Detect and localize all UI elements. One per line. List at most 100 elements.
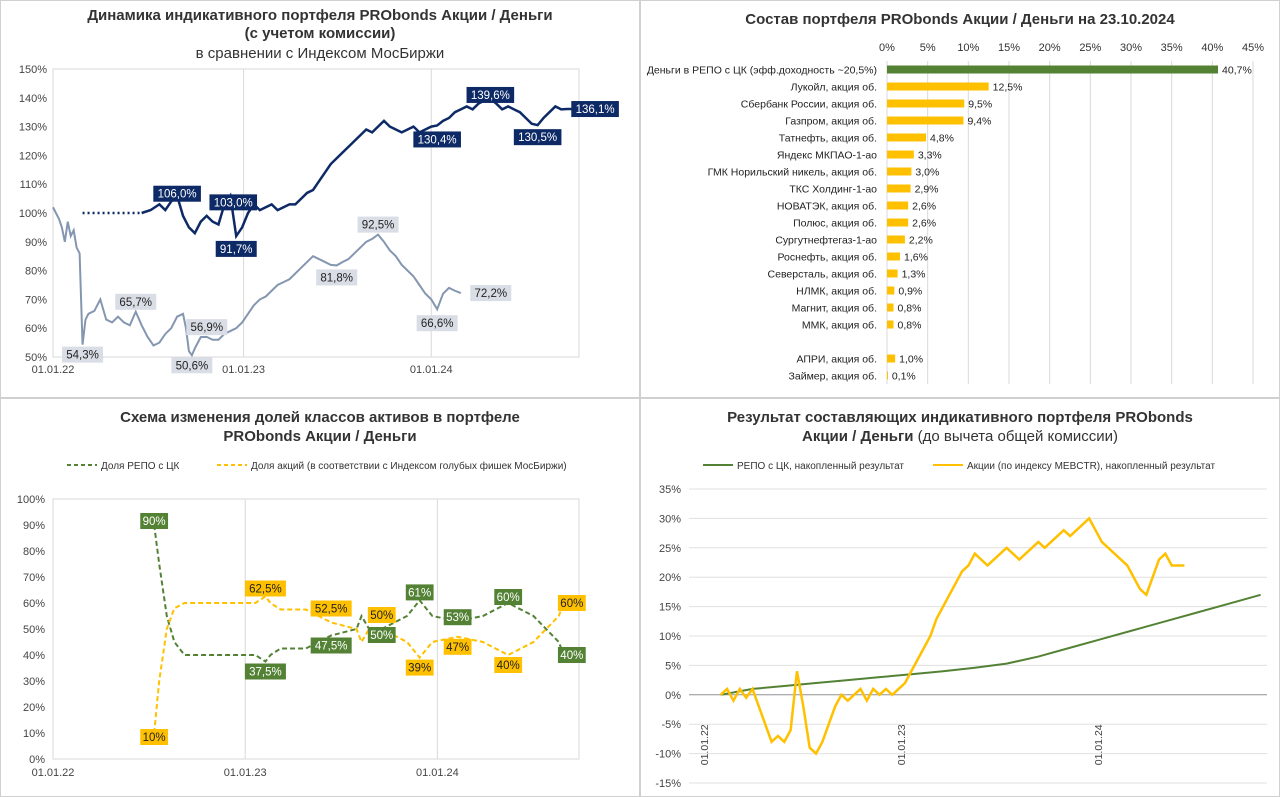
data-label-repo-box: [443, 609, 472, 626]
category-label: НОВАТЭК, акция об.: [777, 201, 877, 213]
x-tick-label: 01.01.22: [699, 724, 711, 765]
value-label: 2,6%: [912, 218, 936, 230]
value-label: 0,8%: [898, 303, 922, 315]
data-label-index-box: [186, 319, 228, 336]
data-label-stocks: 50%: [370, 610, 393, 622]
data-label-index-box: [416, 315, 458, 332]
data-label-index: 56,9%: [190, 322, 223, 334]
data-label-repo: 50%: [370, 630, 393, 642]
y-tick-label: 100%: [17, 494, 45, 506]
value-label: 2,2%: [909, 235, 933, 247]
y-tick-label: 0%: [665, 690, 681, 702]
data-label-index-box: [115, 293, 157, 310]
value-label: 0,8%: [898, 320, 922, 332]
category-label: АПРИ, акция об.: [796, 354, 877, 366]
y-tick-label: 15%: [659, 602, 681, 614]
y-tick-label: 70%: [25, 294, 47, 306]
chart-title-line2-bold: Акции / Деньги: [801, 428, 914, 445]
component-results-chart: РЕПО с ЦК, накопленный результат Акции (п…: [655, 461, 1267, 790]
category-label: Яндекс МКПАО-1-ао: [777, 150, 877, 162]
value-label: 40,7%: [1222, 65, 1252, 77]
y-tick-label: 10%: [23, 728, 45, 740]
value-label: 2,6%: [912, 201, 936, 213]
y-tick-label: 130%: [19, 122, 47, 134]
bar: [887, 150, 914, 159]
data-label-index-box: [62, 346, 104, 363]
data-label-index: 54,3%: [66, 350, 99, 362]
legend-label-stocks: Доля акций (в соответствии с Индексом го…: [251, 460, 567, 472]
panel-asset-allocation: Схема изменения долей классов активов в …: [0, 398, 640, 797]
legend-label-repo: Доля РЕПО с ЦК: [101, 461, 180, 472]
plot-area: [52, 68, 580, 358]
bar: [887, 167, 912, 176]
bar: [887, 235, 905, 244]
panel-component-results: Результат составляющих индикативного пор…: [640, 398, 1280, 797]
data-label-stocks: 60%: [560, 598, 583, 610]
category-label: ТКС Холдинг-1-ао: [789, 184, 877, 196]
data-label-index: 72,2%: [474, 288, 507, 300]
data-label-stocks: 52,5%: [315, 604, 348, 616]
value-label: 12,5%: [993, 82, 1023, 94]
y-tick-label: -5%: [661, 719, 681, 731]
data-label-repo: 53%: [446, 612, 469, 624]
data-label-portfolio: 139,6%: [471, 90, 510, 102]
chart-title-line2: PRObonds Акции / Деньги: [223, 428, 417, 445]
bar: [887, 320, 894, 329]
panel-portfolio-dynamics: Динамика индикативного портфеля PRObonds…: [0, 0, 640, 398]
y-tick-label: 120%: [19, 150, 47, 162]
bar: [887, 371, 888, 380]
y-tick-label: 110%: [20, 179, 48, 191]
y-tick-label: 80%: [25, 266, 47, 278]
y-tick-label: 50%: [25, 352, 47, 364]
data-label-index-box: [357, 216, 399, 233]
portfolio-dynamics-chart: 150%140%130%120%110%100%90%80%70%60%50%0…: [19, 64, 619, 376]
x-tick-label: 40%: [1201, 42, 1223, 54]
data-label-repo-box: [244, 663, 286, 680]
bar: [887, 252, 901, 261]
category-label: Сбербанк России, акция об.: [741, 99, 877, 111]
data-label-index: 50,6%: [176, 360, 209, 372]
data-label-stocks-box: [443, 638, 472, 655]
y-tick-label: 70%: [23, 572, 45, 584]
data-label-portfolio-box: [571, 101, 619, 118]
series-line-portfolio: [141, 97, 574, 240]
data-label-repo: 47,5%: [315, 641, 348, 653]
series-line-stocks: [719, 516, 1185, 756]
series-line-index: [52, 206, 462, 358]
data-label-stocks-box: [494, 657, 523, 673]
data-label-portfolio-box: [413, 131, 461, 148]
data-label-portfolio-box: [466, 86, 515, 103]
data-label-repo-box: [494, 589, 523, 605]
chart-title: Динамика индикативного портфеля PRObonds…: [87, 7, 553, 24]
plot-area: [52, 498, 580, 760]
y-tick-label: 10%: [659, 631, 681, 643]
category-label: Полюс, акция об.: [793, 218, 877, 230]
value-label: 1,3%: [902, 269, 926, 281]
data-label-index: 66,6%: [421, 318, 454, 330]
value-label: 2,9%: [915, 184, 939, 196]
y-tick-label: 0%: [29, 754, 45, 766]
value-label: 9,5%: [968, 99, 992, 111]
y-tick-label: 5%: [665, 660, 681, 672]
category-label: Займер, акция об.: [789, 371, 877, 383]
bar: [887, 184, 911, 193]
y-tick-label: 30%: [23, 676, 45, 688]
legend-label-stocks: Акции (по индексу MEBCTR), накопленный р…: [967, 461, 1215, 472]
bar: [887, 218, 909, 227]
data-label-stocks: 39%: [408, 663, 431, 675]
data-label-stocks: 40%: [497, 660, 520, 672]
data-label-index-box: [316, 269, 358, 286]
bar: [887, 133, 927, 142]
data-label-portfolio: 136,1%: [576, 104, 615, 116]
x-tick-label: 0%: [879, 42, 895, 54]
portfolio-composition-chart: 0% 5% 10% 15% 20% 25% 30% 35% 40% 45% Деньги в РЕП…: [647, 42, 1264, 384]
x-tick-label: 01.01.22: [32, 767, 75, 779]
data-label-repo-box: [405, 584, 434, 601]
x-tick-label: 45%: [1242, 42, 1264, 54]
bar: [887, 99, 965, 108]
x-tick-label: 25%: [1079, 42, 1101, 54]
category-label: ММК, акция об.: [802, 320, 877, 332]
data-label-index-box: [171, 357, 213, 374]
data-label-stocks: 62,5%: [249, 584, 282, 596]
value-label: 1,6%: [904, 252, 928, 264]
